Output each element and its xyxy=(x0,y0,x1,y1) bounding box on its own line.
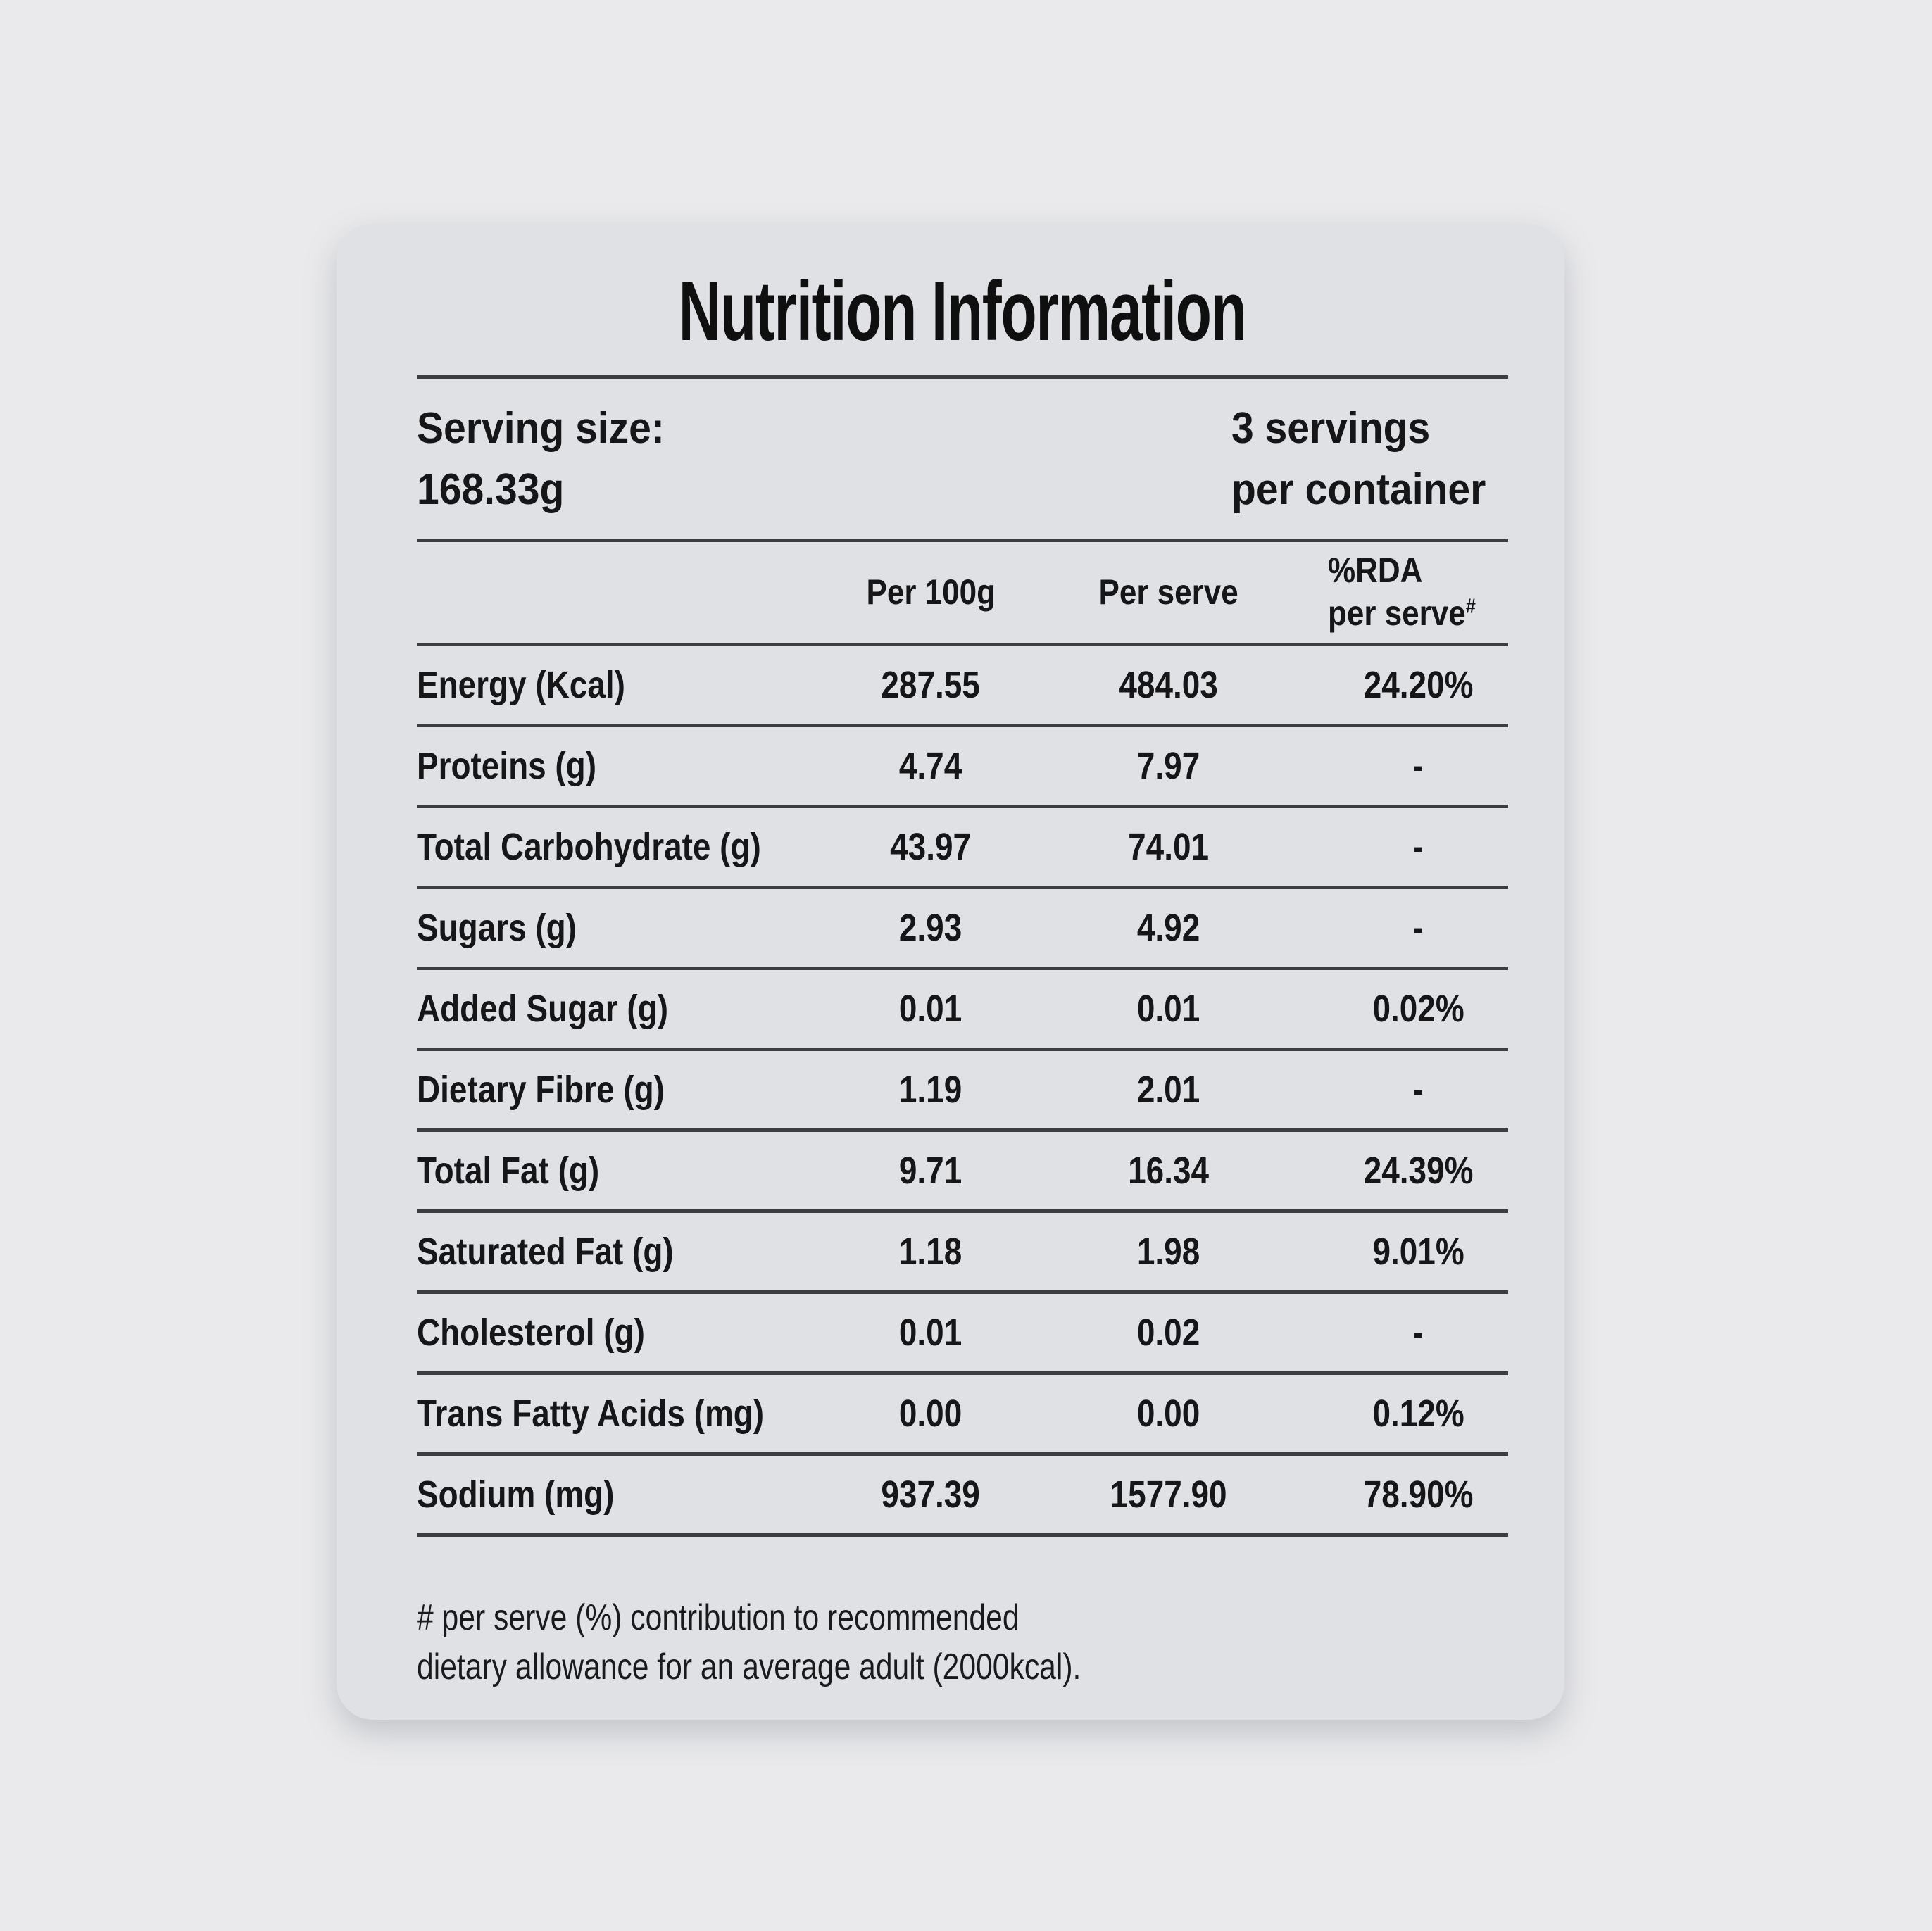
footnote-line1: # per serve (%) contribution to recommen… xyxy=(417,1597,1020,1638)
nutrient-label: Cholesterol (g) xyxy=(417,1311,645,1354)
table-row-energy: Energy (Kcal) 287.55 484.03 24.20% xyxy=(417,646,1508,727)
rda-value: 9.01% xyxy=(1372,1230,1464,1273)
serving-size-label: Serving size: xyxy=(417,404,665,453)
page-title: Nutrition Information xyxy=(417,265,1508,358)
servings-unit: per container xyxy=(1231,465,1486,514)
servings-per-container-block: 3 servings per container xyxy=(1231,398,1508,521)
nutrient-label: Sugars (g) xyxy=(417,906,577,949)
rda-value: 0.12% xyxy=(1372,1392,1464,1435)
per-100g-value: 0.01 xyxy=(899,987,962,1030)
per-serve-value: 0.00 xyxy=(1136,1392,1200,1435)
per-serve-value: 7.97 xyxy=(1136,744,1200,787)
table-header-row: Per 100g Per serve %RDA per serve# xyxy=(417,542,1508,646)
table-row-saturated-fat: Saturated Fat (g) 1.18 1.98 9.01% xyxy=(417,1213,1508,1294)
page-title-text: Nutrition Information xyxy=(679,264,1247,358)
rda-value: - xyxy=(1412,744,1424,787)
serving-size-value: 168.33g xyxy=(417,465,565,514)
per-100g-value: 1.19 xyxy=(899,1068,962,1111)
footnote-line2: dietary allowance for an average adult (… xyxy=(417,1646,1081,1687)
per-100g-value: 43.97 xyxy=(890,825,972,868)
nutrient-label: Proteins (g) xyxy=(417,744,597,787)
per-100g-value: 4.74 xyxy=(899,744,962,787)
header-per-serve: Per serve xyxy=(1098,572,1238,612)
rda-value: - xyxy=(1412,1311,1424,1354)
table-row-added-sugar: Added Sugar (g) 0.01 0.01 0.02% xyxy=(417,970,1508,1051)
nutrient-label: Trans Fatty Acids (mg) xyxy=(417,1392,765,1435)
per-serve-value: 1577.90 xyxy=(1110,1473,1227,1516)
table-row-trans-fatty-acids: Trans Fatty Acids (mg) 0.00 0.00 0.12% xyxy=(417,1375,1508,1456)
header-rda-per-serve: %RDA per serve# xyxy=(1328,551,1476,634)
per-100g-value: 937.39 xyxy=(881,1473,981,1516)
table-row-cholesterol: Cholesterol (g) 0.01 0.02 - xyxy=(417,1294,1508,1375)
table-row-dietary-fibre: Dietary Fibre (g) 1.19 2.01 - xyxy=(417,1051,1508,1132)
nutrition-label-card: Nutrition Information Serving size: 168.… xyxy=(337,224,1564,1720)
per-serve-value: 2.01 xyxy=(1136,1068,1200,1111)
per-100g-value: 1.18 xyxy=(899,1230,962,1273)
nutrient-label: Energy (Kcal) xyxy=(417,663,625,706)
rda-value: - xyxy=(1412,1068,1424,1111)
rda-value: 24.39% xyxy=(1363,1149,1473,1192)
servings-count: 3 servings xyxy=(1231,404,1431,453)
rda-value: - xyxy=(1412,825,1424,868)
footnote: # per serve (%) contribution to recommen… xyxy=(417,1593,1508,1692)
nutrient-label: Saturated Fat (g) xyxy=(417,1230,674,1273)
rda-footnote-marker: # xyxy=(1465,595,1476,618)
nutrient-label: Added Sugar (g) xyxy=(417,987,668,1030)
table-row-sodium: Sodium (mg) 937.39 1577.90 78.90% xyxy=(417,1456,1508,1537)
serving-size-block: Serving size: 168.33g xyxy=(417,398,686,521)
table-row-proteins: Proteins (g) 4.74 7.97 - xyxy=(417,727,1508,808)
table-row-sugars: Sugars (g) 2.93 4.92 - xyxy=(417,889,1508,970)
divider-under-title xyxy=(417,375,1508,379)
per-100g-value: 287.55 xyxy=(881,663,981,706)
per-100g-value: 9.71 xyxy=(899,1149,962,1192)
per-serve-value: 484.03 xyxy=(1118,663,1218,706)
per-100g-value: 2.93 xyxy=(899,906,962,949)
per-serve-value: 1.98 xyxy=(1136,1230,1200,1273)
nutrient-label: Total Carbohydrate (g) xyxy=(417,825,761,868)
rda-value: - xyxy=(1412,906,1424,949)
rda-value: 24.20% xyxy=(1363,663,1473,706)
divider-under-serving xyxy=(417,538,1508,542)
nutrient-label: Dietary Fibre (g) xyxy=(417,1068,665,1111)
nutrient-label: Sodium (mg) xyxy=(417,1473,615,1516)
table-row-total-carbohydrate: Total Carbohydrate (g) 43.97 74.01 - xyxy=(417,808,1508,889)
serving-section: Serving size: 168.33g 3 servings per con… xyxy=(417,379,1508,539)
rda-value: 0.02% xyxy=(1372,987,1464,1030)
per-serve-value: 0.02 xyxy=(1136,1311,1200,1354)
per-serve-value: 74.01 xyxy=(1127,825,1209,868)
per-serve-value: 16.34 xyxy=(1127,1149,1209,1192)
header-per-100g: Per 100g xyxy=(866,572,996,612)
nutrient-label: Total Fat (g) xyxy=(417,1149,600,1192)
per-serve-value: 4.92 xyxy=(1136,906,1200,949)
per-serve-value: 0.01 xyxy=(1136,987,1200,1030)
table-row-total-fat: Total Fat (g) 9.71 16.34 24.39% xyxy=(417,1132,1508,1213)
per-100g-value: 0.00 xyxy=(899,1392,962,1435)
per-100g-value: 0.01 xyxy=(899,1311,962,1354)
rda-value: 78.90% xyxy=(1363,1473,1473,1516)
